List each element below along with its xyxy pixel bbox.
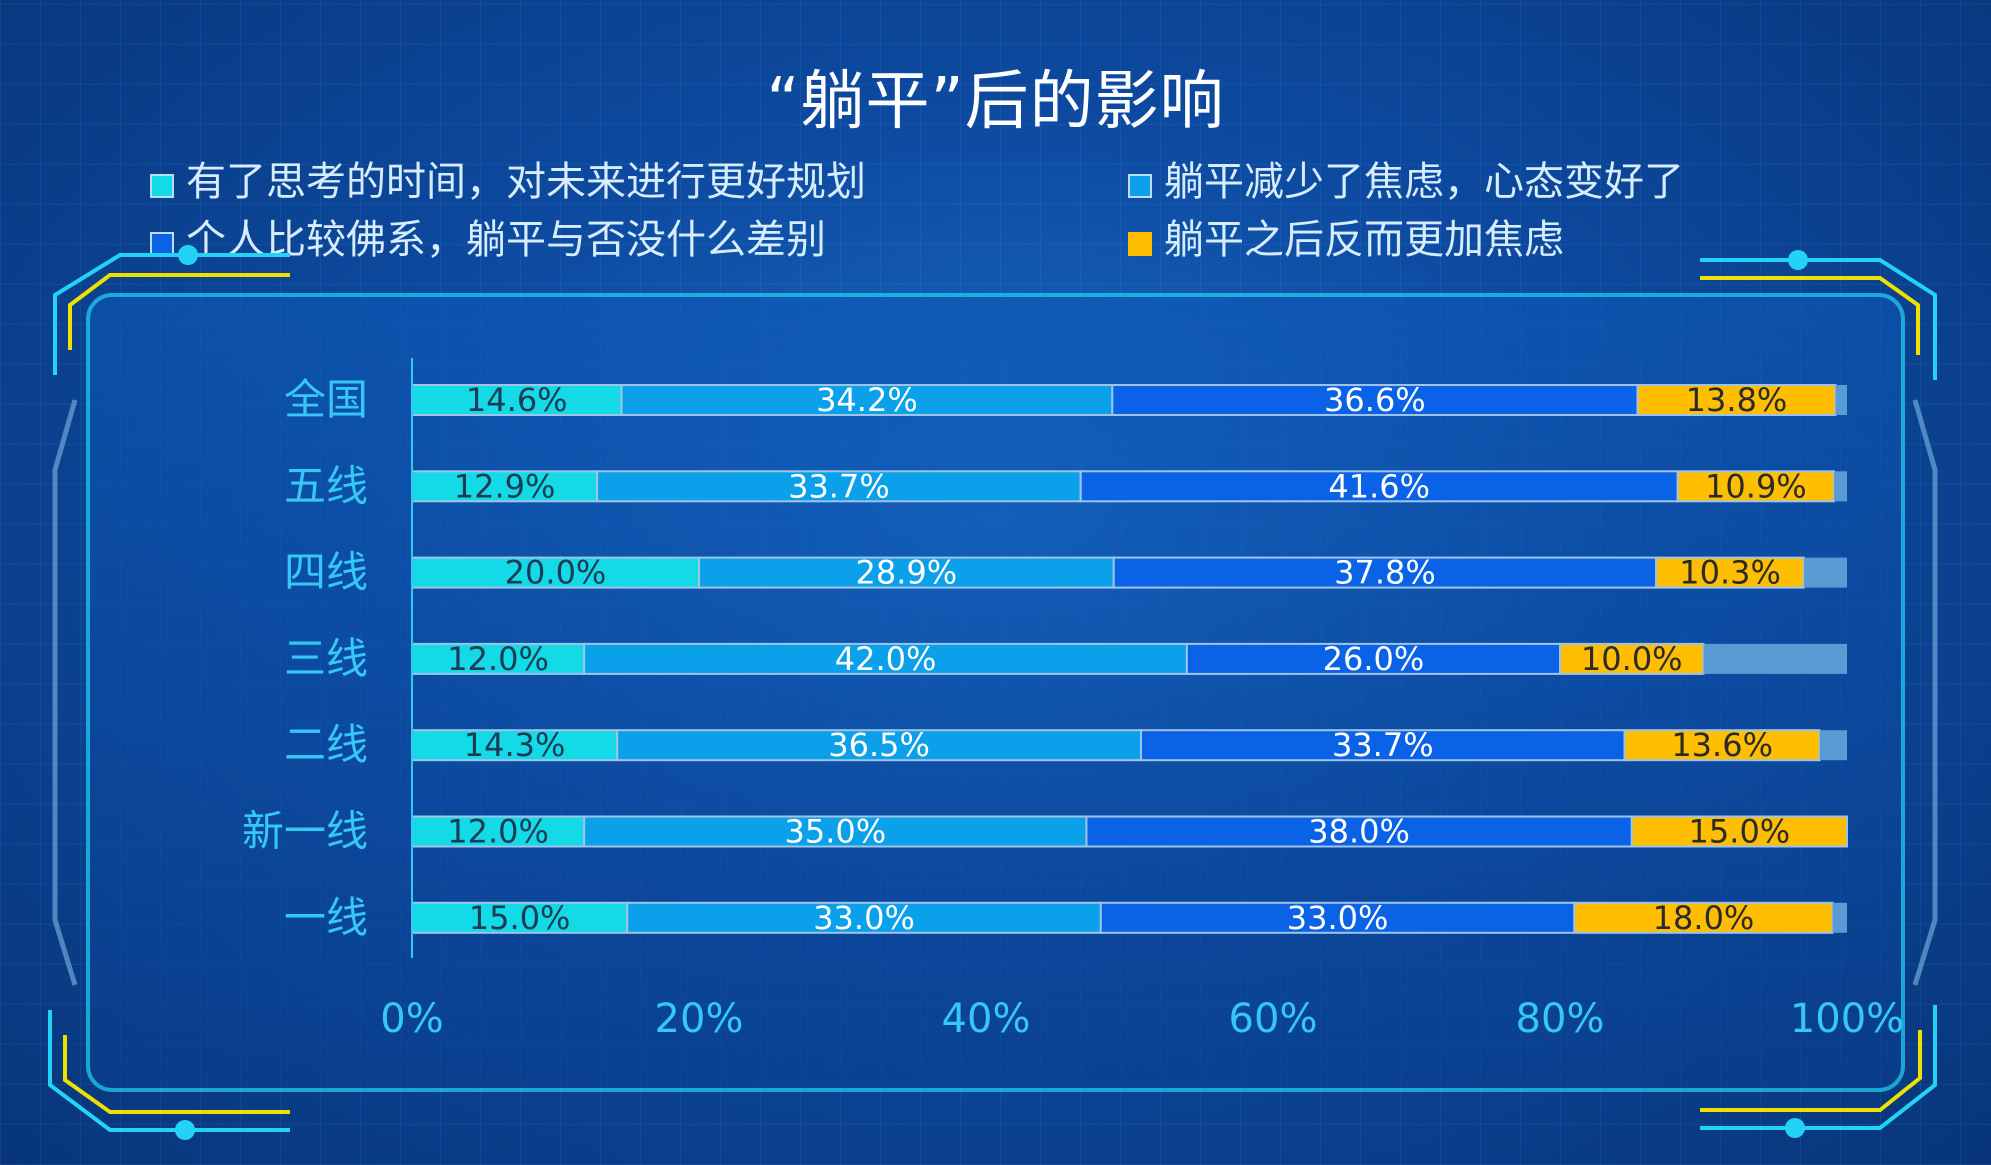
bar-6-series-1	[411, 815, 586, 848]
frame-dot-bottom-left	[175, 1120, 195, 1140]
legend-swatch-4	[1128, 232, 1152, 256]
bar-5-series-2	[616, 729, 1142, 762]
data-label-7-series-4: 18.0%	[1653, 899, 1755, 937]
x-tick-label-1: 0%	[380, 996, 443, 1042]
data-label-4-series-1: 12.0%	[447, 640, 549, 678]
data-label-5-series-3: 33.7%	[1332, 726, 1434, 764]
bar-5-series-1	[411, 729, 619, 762]
bars-layer	[411, 384, 1848, 934]
legend-label-3: 个人比较佛系，躺平与否没什么差别	[186, 217, 826, 263]
bar-2-remainder	[1834, 471, 1847, 502]
frame-accent-bottom-left	[63, 1035, 290, 1114]
bar-6-series-2	[583, 815, 1088, 848]
bar-2-series-3	[1079, 470, 1679, 503]
frame-dot-top-right	[1788, 250, 1808, 270]
data-label-6-series-3: 38.0%	[1308, 813, 1410, 851]
x-tick-labels-layer: 0% 20% 40% 60% 80% 100%	[380, 996, 1904, 1042]
data-label-4-series-4: 10.0%	[1581, 640, 1683, 678]
category-label-2: 五线	[284, 461, 368, 510]
data-label-6-series-2: 35.0%	[784, 813, 886, 851]
legend-swatch-2	[1128, 174, 1152, 198]
legend-swatch-1	[150, 174, 174, 198]
bar-1-remainder	[1835, 385, 1847, 415]
legend-label-4: 躺平之后反而更加焦虑	[1164, 217, 1564, 263]
data-label-3-series-3: 37.8%	[1334, 554, 1436, 592]
frame-line-top-left	[53, 253, 290, 375]
bar-2-series-1	[411, 470, 599, 503]
bar-5-series-3	[1139, 729, 1626, 762]
legend-label-1: 有了思考的时间，对未来进行更好规划	[186, 159, 866, 205]
bar-3-series-3	[1112, 556, 1658, 589]
x-tick-label-6: 100%	[1790, 996, 1904, 1042]
frame-side-left	[52, 399, 78, 986]
data-label-2-series-2: 33.7%	[788, 467, 890, 505]
legend-label-2: 躺平减少了焦虑，心态变好了	[1164, 159, 1684, 205]
bar-1-series-2	[620, 384, 1114, 416]
data-label-5-series-2: 36.5%	[828, 726, 930, 764]
chart-title: “躺平”后的影响	[766, 65, 1225, 139]
data-label-2-series-3: 41.6%	[1328, 467, 1430, 505]
data-label-7-series-3: 33.0%	[1287, 899, 1389, 937]
data-label-6-series-1: 12.0%	[447, 813, 549, 851]
data-label-5-series-1: 14.3%	[464, 726, 566, 764]
bar-3-remainder	[1803, 557, 1847, 588]
bar-5-remainder	[1819, 730, 1847, 761]
bar-6-series-3	[1085, 815, 1633, 848]
frame-accent-bottom-right	[1700, 1030, 1922, 1112]
bar-7-series-4	[1573, 901, 1834, 934]
category-label-1: 全国	[284, 375, 368, 424]
data-label-1-series-3: 36.6%	[1324, 381, 1426, 419]
frame-accent-top-right	[1700, 276, 1920, 355]
bar-4-series-2	[583, 642, 1188, 675]
data-label-2-series-1: 12.9%	[454, 467, 556, 505]
data-label-3-series-2: 28.9%	[856, 554, 958, 592]
bar-4-remainder	[1703, 643, 1847, 674]
frame-accent-top-left	[68, 273, 290, 350]
bar-4-series-1	[411, 642, 586, 675]
x-tick-label-4: 60%	[1229, 996, 1318, 1042]
data-label-3-series-1: 20.0%	[505, 554, 607, 592]
data-label-4-series-2: 42.0%	[835, 640, 937, 678]
legend-item-2: 躺平减少了焦虑，心态变好了	[1128, 158, 1684, 206]
data-label-3-series-4: 10.3%	[1679, 554, 1781, 592]
data-label-5-series-4: 13.6%	[1671, 726, 1773, 764]
bar-2-series-2	[596, 470, 1082, 503]
bar-5-series-4	[1623, 729, 1821, 762]
bar-1-series-4	[1636, 384, 1837, 416]
category-label-3: 四线	[284, 548, 368, 597]
frame-side-right	[1912, 399, 1938, 986]
x-tick-label-2: 20%	[655, 996, 744, 1042]
data-label-7-series-1: 15.0%	[469, 899, 571, 937]
bar-labels-layer: 14.6% 34.2% 36.6% 13.8% 12.9% 33.7% 41.6% 10.9%…	[447, 381, 1806, 937]
data-label-1-series-1: 14.6%	[466, 381, 568, 419]
category-label-4: 三线	[284, 634, 368, 683]
bar-1-series-3	[1111, 384, 1639, 416]
legend-item-3: 个人比较佛系，躺平与否没什么差别	[150, 216, 826, 264]
category-label-6: 新一线	[242, 807, 368, 856]
data-label-2-series-4: 10.9%	[1705, 467, 1807, 505]
data-label-1-series-4: 13.8%	[1686, 381, 1788, 419]
x-tick-label-5: 80%	[1516, 996, 1605, 1042]
frame-dot-top-left	[178, 245, 198, 265]
legend-item-1: 有了思考的时间，对未来进行更好规划	[150, 158, 866, 206]
bar-7-remainder	[1832, 902, 1847, 933]
data-label-4-series-3: 26.0%	[1323, 640, 1425, 678]
frame-line-bottom-left	[48, 1010, 290, 1132]
bar-3-series-2	[698, 556, 1115, 589]
bar-4-series-3	[1185, 642, 1562, 675]
bar-6-series-4	[1630, 815, 1848, 848]
data-label-7-series-2: 33.0%	[813, 899, 915, 937]
frame-dot-bottom-right	[1785, 1118, 1805, 1138]
data-label-1-series-2: 34.2%	[816, 381, 918, 419]
category-label-5: 二线	[284, 720, 368, 769]
x-tick-label-3: 40%	[942, 996, 1031, 1042]
data-label-6-series-4: 15.0%	[1689, 813, 1791, 851]
bar-2-series-4	[1676, 470, 1836, 503]
category-label-7: 一线	[284, 893, 368, 942]
legend-item-4: 躺平之后反而更加焦虑	[1128, 216, 1564, 264]
